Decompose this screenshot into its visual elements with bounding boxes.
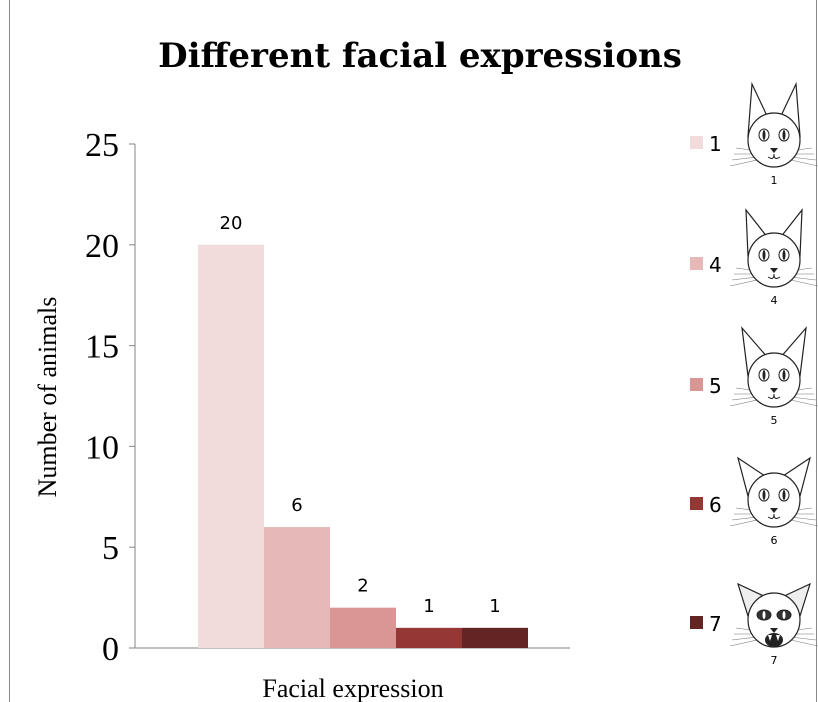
legend-swatch-1	[690, 136, 703, 149]
bar-chart: Different facial expressions Number of a…	[33, 36, 818, 702]
cat-pupil	[782, 370, 786, 380]
cat-face-hissing-icon	[729, 582, 818, 648]
cat-face-ears-back-icon	[729, 326, 818, 408]
y-tick-label: 25	[85, 127, 119, 164]
data-label: 1	[489, 596, 500, 617]
cat-pupil	[782, 611, 786, 619]
cat-head	[747, 112, 801, 168]
y-tick-label: 15	[85, 329, 119, 366]
y-axis-label: Number of animals	[33, 297, 62, 498]
legend-label: 7	[709, 612, 722, 636]
chart-title: Different facial expressions	[158, 36, 682, 76]
chart-frame: Different facial expressions Number of a…	[9, 0, 818, 702]
cat-pupil	[762, 611, 766, 619]
data-label: 2	[357, 576, 368, 597]
cat-face-ears-sideways-icon	[729, 208, 818, 288]
cat-mouth	[767, 273, 781, 279]
legend-swatch-5	[690, 378, 703, 391]
cat-head	[747, 232, 801, 288]
cat-pupil	[782, 250, 786, 260]
bar-7	[462, 627, 528, 648]
cat-nose	[770, 148, 778, 153]
cat-nose	[770, 508, 778, 513]
cat-mouth-open	[765, 633, 783, 647]
cat-pupil	[762, 490, 766, 500]
legend-label: 5	[709, 374, 722, 398]
face-caption: 1	[771, 174, 778, 187]
bar-4	[264, 527, 330, 648]
cat-mouth	[767, 153, 781, 159]
cat-pupil	[762, 130, 766, 140]
cat-face-ears-flattening-icon	[729, 456, 818, 528]
legend-swatch-7	[690, 616, 703, 629]
legend-label: 1	[709, 132, 722, 156]
legend-swatch-4	[690, 257, 703, 270]
legend-swatch-6	[690, 497, 703, 510]
face-caption: 4	[771, 294, 778, 307]
bar-6	[396, 627, 462, 648]
cat-pupil	[782, 490, 786, 500]
y-tick-label: 0	[102, 631, 119, 668]
cat-head	[747, 472, 801, 528]
cat-fang	[776, 635, 780, 641]
legend-label: 4	[709, 253, 722, 277]
face-caption: 6	[771, 534, 778, 547]
cat-pupil	[762, 370, 766, 380]
x-axis-label: Facial expression	[262, 674, 443, 702]
cat-pupil	[762, 250, 766, 260]
face-caption: 5	[771, 414, 778, 427]
legend-label: 6	[709, 493, 722, 517]
data-label: 20	[220, 213, 243, 234]
face-caption: 7	[771, 654, 778, 667]
cat-pupil	[782, 130, 786, 140]
data-label: 6	[291, 495, 302, 516]
cat-fang	[768, 635, 772, 641]
y-tick-label: 10	[85, 429, 119, 466]
cat-mouth	[767, 393, 781, 399]
cat-face-neutral-icon	[729, 81, 818, 168]
cat-nose	[770, 388, 778, 393]
data-label: 1	[423, 596, 434, 617]
y-tick-label: 5	[102, 530, 119, 567]
cat-head	[747, 352, 801, 408]
plot-area: 0 5 10 15 20 25 20 6 2 1 1	[85, 127, 570, 668]
legend: 1 1 4 4 5 5 6 6 7 7	[690, 81, 818, 667]
cat-mouth	[767, 513, 781, 519]
y-tick-label: 20	[85, 228, 119, 265]
bar-5	[330, 607, 396, 648]
cat-nose	[770, 628, 778, 633]
cat-nose	[770, 268, 778, 273]
bar-1	[198, 244, 264, 649]
